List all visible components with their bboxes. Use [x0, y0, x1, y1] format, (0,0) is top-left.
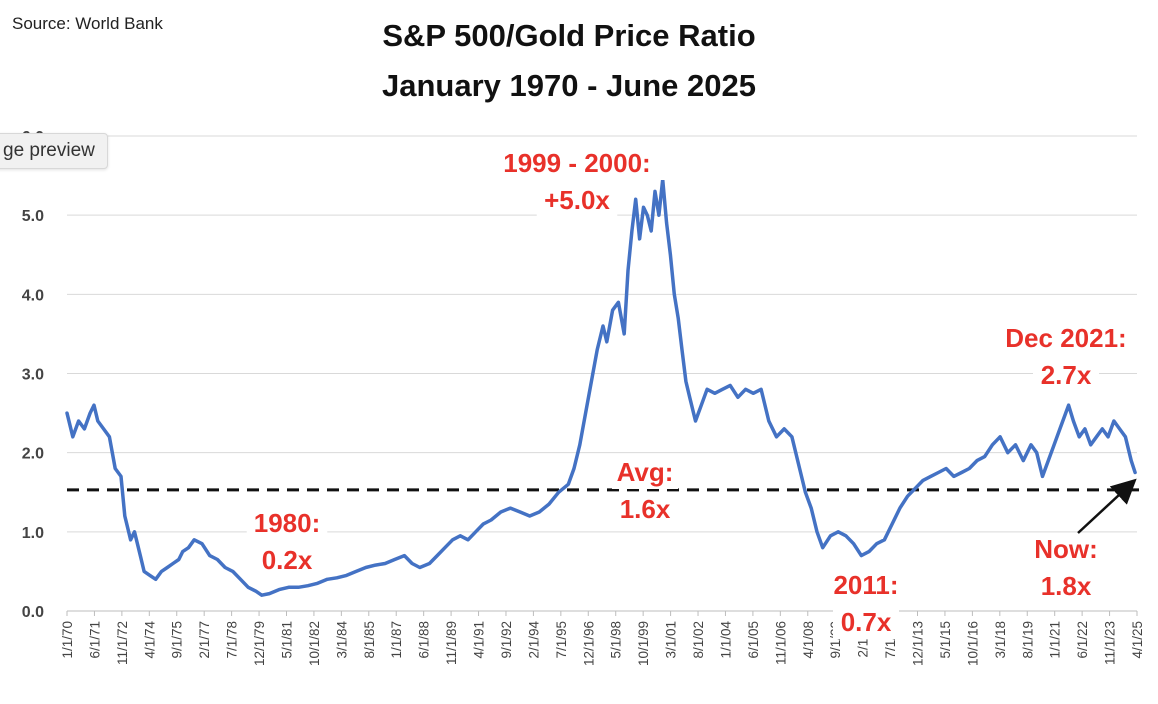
source-label: Source: World Bank [12, 14, 163, 33]
annotation-bg [833, 606, 899, 639]
x-tick-label: 10/1/16 [965, 621, 980, 666]
image-preview-chip[interactable]: ge preview [0, 133, 108, 169]
annotation-bg [996, 322, 1136, 355]
annotation-bg [536, 184, 618, 217]
annotation-bg [486, 147, 668, 180]
y-tick-label: 0.0 [22, 604, 44, 621]
annotation-peak: 1999 - 2000: [503, 148, 650, 178]
chart-title: S&P 500/Gold Price Ratio [382, 18, 756, 53]
x-tick-label: 1/1/87 [389, 621, 404, 659]
annotation-dec2021: Dec 2021: [1005, 323, 1126, 353]
annotation-bg [246, 507, 328, 540]
x-tick-label: 9/1/75 [170, 621, 185, 659]
x-tick-label: 7/1/78 [225, 621, 240, 659]
x-tick-label: 1/1/21 [1048, 621, 1063, 659]
annotation-bg [254, 544, 320, 577]
annotation-now: 1.8x [1041, 571, 1092, 601]
x-tick-label: 11/1/89 [444, 621, 459, 665]
annotation-bg [612, 456, 678, 489]
annotation-low2011: 0.7x [841, 607, 892, 637]
x-tick-label: 6/1/71 [87, 621, 102, 659]
x-tick-label: 4/1/08 [801, 621, 816, 659]
y-tick-label: 5.0 [22, 208, 44, 225]
x-tick-label: 2/1/77 [197, 621, 212, 659]
annotation-bg [1033, 533, 1099, 566]
y-tick-label: 4.0 [22, 287, 44, 304]
x-axis: 1/1/70 6/1/71 11/1/72 4/1/74 9/1/75 2/1/77 7/1… [60, 611, 1145, 666]
x-tick-label: 7/1/95 [554, 621, 569, 659]
x-tick-label: 12/1/96 [581, 621, 596, 666]
x-tick-label: 2/1/94 [526, 621, 541, 659]
annotation-bg [612, 493, 678, 526]
x-tick-label: 4/1/91 [472, 621, 487, 659]
y-axis: 0.01.02.03.04.05.06.0 [22, 129, 44, 621]
x-tick-label: 11/1/06 [773, 621, 788, 665]
x-tick-label: 10/1/82 [307, 621, 322, 666]
y-tick-label: 2.0 [22, 446, 44, 463]
x-tick-label: 3/1/01 [664, 621, 679, 659]
x-tick-label: 8/1/85 [362, 621, 377, 659]
chart-subtitle: January 1970 - June 2025 [382, 68, 756, 103]
annotation-bg [1033, 570, 1099, 603]
annotations-group: 1999 - 2000: +5.0x 1980: 0.2x Avg: 1.6x 2011: 0… [246, 147, 1137, 639]
annotation-bg [825, 569, 907, 602]
y-tick-label: 3.0 [22, 367, 44, 384]
annotation-dec2021: 2.7x [1041, 360, 1092, 390]
annotation-now: Now: [1034, 534, 1098, 564]
series-group [65, 177, 1137, 597]
x-tick-label: 6/1/22 [1075, 621, 1090, 659]
annotation-bg [1033, 359, 1099, 392]
x-tick-label: 4/1/25 [1130, 621, 1145, 659]
now-arrow [1077, 478, 1137, 534]
x-tick-label: 5/1/98 [609, 621, 624, 659]
x-tick-label: 5/1/15 [938, 621, 953, 659]
y-tick-label: 1.0 [22, 525, 44, 542]
annotation-peak: +5.0x [544, 185, 610, 215]
x-tick-label: 6/1/88 [417, 621, 432, 659]
x-tick-label: 11/1/72 [115, 621, 130, 665]
x-tick-label: 5/1/81 [279, 621, 294, 659]
annotation-low2011: 2011: [833, 570, 898, 600]
x-tick-label: 3/1/18 [993, 621, 1008, 659]
annotation-low1980: 1980: [254, 508, 321, 538]
x-tick-label: 6/1/05 [746, 621, 761, 659]
x-tick-label: 8/1/02 [691, 621, 706, 659]
x-tick-label: 8/1/19 [1020, 621, 1035, 659]
x-tick-label: 10/1/99 [636, 621, 651, 666]
x-tick-label: 3/1/84 [334, 621, 349, 659]
x-tick-label: 1/1/70 [60, 621, 75, 659]
x-tick-label: 11/1/23 [1103, 621, 1118, 665]
x-tick-label: 9/1/92 [499, 621, 514, 659]
x-tick-label: 1/1/04 [718, 621, 733, 659]
x-tick-label: 12/1/79 [252, 621, 267, 666]
ratio-series-line [65, 177, 1137, 597]
x-tick-label: 4/1/74 [142, 621, 157, 659]
annotation-avg: Avg: [617, 457, 674, 487]
annotation-low1980: 0.2x [262, 545, 313, 575]
annotation-avg: 1.6x [620, 494, 671, 524]
x-tick-label: 12/1/13 [911, 621, 926, 666]
